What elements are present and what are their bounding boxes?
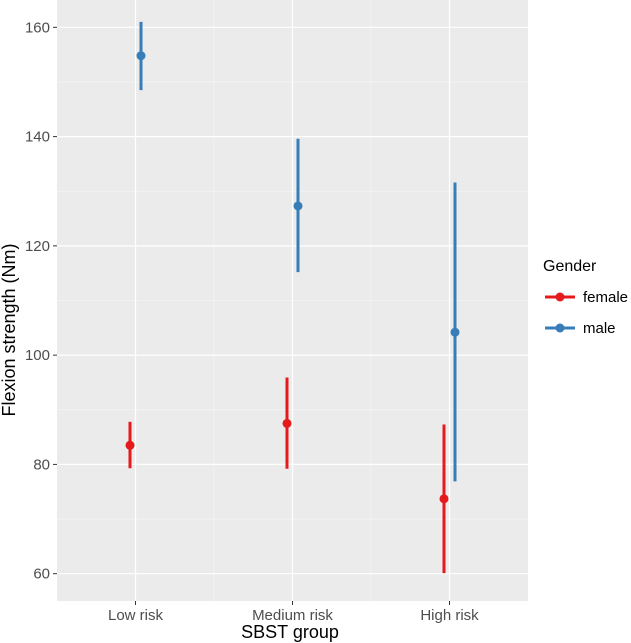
y-tick-label: 60 xyxy=(33,566,50,583)
data-point xyxy=(293,201,303,211)
series-male xyxy=(136,21,460,482)
legend-key-female xyxy=(545,292,575,302)
legend: Gender female male xyxy=(543,258,628,337)
y-tick-label: 80 xyxy=(33,456,50,473)
y-axis-title: Flexion strength (Nm) xyxy=(0,243,19,416)
legend-key-point xyxy=(555,292,565,302)
data-point xyxy=(136,51,146,61)
x-tick-label: Low risk xyxy=(108,607,164,624)
legend-key-male xyxy=(545,323,575,333)
y-tick-label: 160 xyxy=(25,19,50,36)
major-gridlines xyxy=(57,0,528,601)
legend-key-point xyxy=(555,323,565,333)
data-point xyxy=(282,418,292,428)
y-axis-ticks: 60 80 100 120 140 160 xyxy=(25,19,57,583)
x-axis-title: SBST group xyxy=(241,622,339,642)
legend-label: male xyxy=(583,320,616,337)
data-point xyxy=(439,494,449,504)
y-tick-label: 100 xyxy=(25,347,50,364)
data-point xyxy=(450,327,460,337)
y-tick-label: 140 xyxy=(25,129,50,146)
x-axis-ticks: Low risk Medium risk High risk xyxy=(108,601,479,624)
y-tick-label: 120 xyxy=(25,238,50,255)
x-tick-label: Medium risk xyxy=(252,607,333,624)
legend-title: Gender xyxy=(543,258,597,275)
x-tick-label: High risk xyxy=(420,607,479,624)
series-female xyxy=(125,377,449,574)
data-point xyxy=(125,440,135,450)
data-marks xyxy=(125,21,460,574)
legend-label: female xyxy=(583,289,628,306)
